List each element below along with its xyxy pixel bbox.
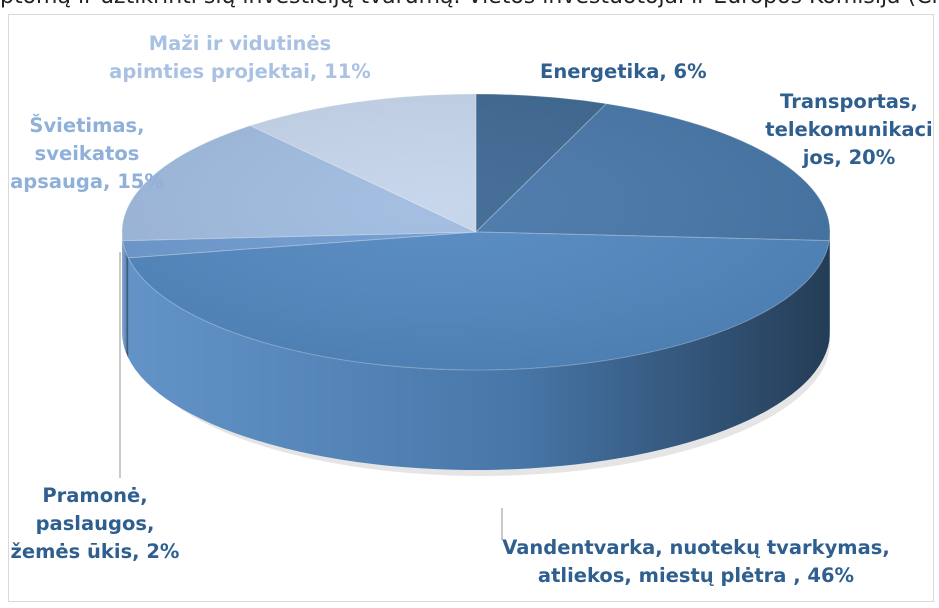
data-label-5-line: Maži ir vidutinės (148, 32, 332, 55)
data-label-5: Maži ir vidutinės apimties projektai, 11% (100, 30, 380, 86)
pie-side-shade-1 (829, 232, 830, 341)
pie-side-shade-2 (128, 240, 830, 471)
data-label-1-line: jos, 20% (802, 146, 896, 169)
data-label-0-line: Energetika, 6% (540, 60, 707, 83)
data-label-3-line: Pramonė, (42, 484, 148, 507)
data-label-2-line: Vandentvarka, nuotekų tvarkymas, (502, 536, 890, 559)
data-label-1-line: telekomunikaci (765, 118, 933, 141)
data-label-4: Švietimas, sveikatos apsauga, 15% (2, 112, 172, 196)
data-label-2: Vandentvarka, nuotekų tvarkymas, atliekos… (496, 534, 896, 590)
caption-text-fragment: ptomą ir užtikrinti šių investicijų tvar… (0, 0, 939, 14)
data-label-3-line: paslaugos, (35, 512, 155, 535)
pie-top-shade (122, 94, 830, 370)
data-label-1-line: Transportas, (780, 90, 918, 113)
data-label-2-line: atliekos, miestų plėtra , 46% (537, 564, 855, 587)
data-label-3: Pramonė, paslaugos, žemės ūkis, 2% (10, 482, 180, 566)
data-label-3-line: žemės ūkis, 2% (10, 540, 180, 563)
data-label-5-line: apimties projektai, 11% (109, 60, 371, 83)
data-label-4-line: Švietimas, (29, 114, 145, 137)
data-label-4-line: apsauga, 15% (10, 170, 164, 193)
chart-area (8, 14, 934, 602)
data-label-4-line: sveikatos (34, 142, 140, 165)
data-label-0: Energetika, 6% (540, 58, 707, 86)
data-label-1: Transportas, telekomunikaci jos, 20% (764, 88, 934, 172)
pie-side-shade-3 (122, 240, 129, 358)
pie-side-shade-4 (122, 232, 123, 341)
